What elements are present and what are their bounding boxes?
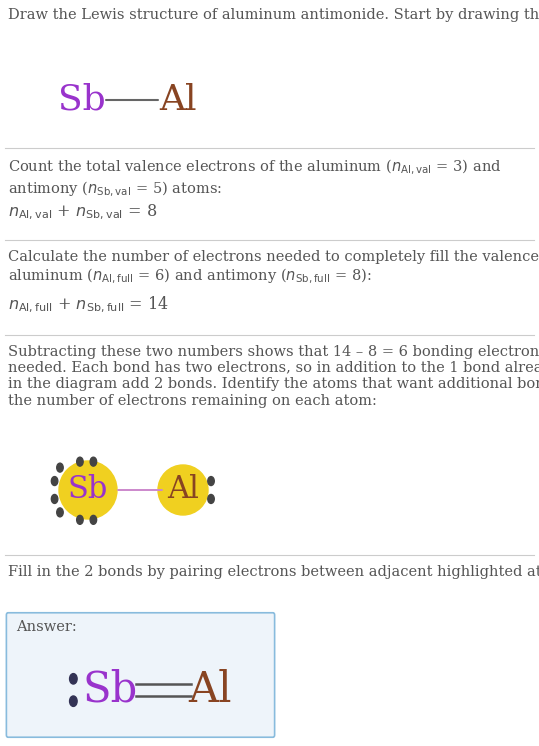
Text: Answer:: Answer: (16, 620, 77, 634)
Circle shape (77, 457, 83, 466)
Circle shape (90, 515, 96, 524)
Text: Al: Al (159, 83, 197, 117)
Text: Fill in the 2 bonds by pairing electrons between adjacent highlighted atoms:: Fill in the 2 bonds by pairing electrons… (8, 565, 539, 579)
Circle shape (70, 696, 77, 706)
Text: $n_{\mathrm{Al,full}}$ + $n_{\mathrm{Sb,full}}$ = 14: $n_{\mathrm{Al,full}}$ + $n_{\mathrm{Sb,… (8, 295, 169, 316)
Ellipse shape (158, 465, 208, 515)
Text: Sb: Sb (82, 669, 137, 711)
Text: $n_{\mathrm{Al,val}}$ + $n_{\mathrm{Sb,val}}$ = 8: $n_{\mathrm{Al,val}}$ + $n_{\mathrm{Sb,v… (8, 203, 157, 222)
Circle shape (57, 463, 63, 472)
Circle shape (90, 457, 96, 466)
Text: Draw the Lewis structure of aluminum antimonide. Start by drawing the overall st: Draw the Lewis structure of aluminum ant… (8, 8, 539, 22)
Text: Al: Al (167, 474, 199, 506)
Text: Sb: Sb (68, 474, 108, 506)
Circle shape (70, 674, 77, 684)
Circle shape (51, 477, 58, 486)
Ellipse shape (59, 461, 117, 519)
Text: Count the total valence electrons of the aluminum ($n_{\mathrm{Al,val}}$ = 3) an: Count the total valence electrons of the… (8, 158, 501, 199)
Text: Al: Al (188, 669, 232, 711)
Circle shape (208, 477, 215, 486)
Text: Sb: Sb (58, 83, 106, 117)
Text: Calculate the number of electrons needed to completely fill the valence shells f: Calculate the number of electrons needed… (8, 250, 539, 286)
Circle shape (51, 495, 58, 504)
Circle shape (57, 508, 63, 517)
FancyBboxPatch shape (6, 612, 274, 737)
Circle shape (77, 515, 83, 524)
Circle shape (208, 495, 215, 504)
Text: Subtracting these two numbers shows that 14 – 8 = 6 bonding electrons are
needed: Subtracting these two numbers shows that… (8, 345, 539, 407)
